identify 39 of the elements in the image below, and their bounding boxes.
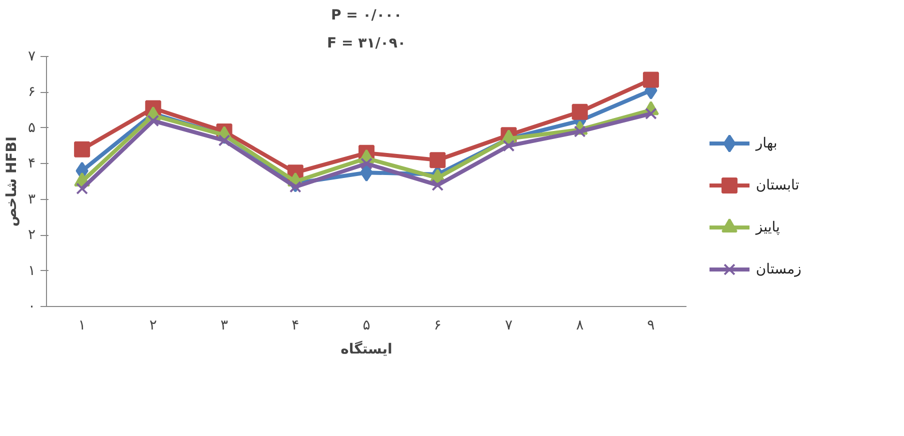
chart-subtitle: F = ۳۱/۰۹۰ xyxy=(327,36,406,52)
x-tick-label: ۵ xyxy=(362,318,370,334)
point xyxy=(574,126,586,138)
y-tick-label: ۶ xyxy=(28,84,36,100)
x-tick-label: ۹ xyxy=(647,318,655,334)
point xyxy=(147,114,160,127)
point xyxy=(432,179,444,192)
point xyxy=(502,140,515,152)
point xyxy=(430,152,446,168)
x-tick-label: ۱ xyxy=(78,318,86,334)
x-tick-label: ۲ xyxy=(149,318,157,334)
y-tick-label: ۴ xyxy=(28,156,36,172)
legend-label: پاییز xyxy=(754,220,780,236)
chart-title: P = ۰/۰۰۰ xyxy=(330,8,402,24)
point xyxy=(572,104,588,120)
point xyxy=(289,180,302,193)
y-tick-label: ۱ xyxy=(28,262,36,279)
point xyxy=(360,158,372,170)
x-tick-label: ۶ xyxy=(434,318,442,334)
y-tick-label: ۷ xyxy=(28,48,36,64)
legend-label: بهار xyxy=(754,136,778,152)
y-tick-label: ۵ xyxy=(28,120,36,136)
y-tick-label: ۲ xyxy=(28,227,36,244)
x-tick-label: ۳ xyxy=(220,318,229,334)
legend-label: زمستان xyxy=(756,262,802,278)
legend-label: تابستان xyxy=(756,178,800,194)
y-tick-label: ۳ xyxy=(28,191,36,208)
point xyxy=(644,108,657,120)
x-tick-label: ۴ xyxy=(292,318,300,334)
point xyxy=(76,182,88,195)
x-axis-title: ایستگاه xyxy=(340,340,392,358)
point xyxy=(218,134,230,146)
y-tick-label: ۰ xyxy=(28,298,36,314)
x-tick-label: ۷ xyxy=(504,318,513,334)
point xyxy=(642,72,659,88)
x-tick-label: ۸ xyxy=(576,318,584,334)
point xyxy=(360,164,373,182)
y-axis-title: شاخص HFBI xyxy=(4,136,20,227)
point xyxy=(74,141,90,158)
